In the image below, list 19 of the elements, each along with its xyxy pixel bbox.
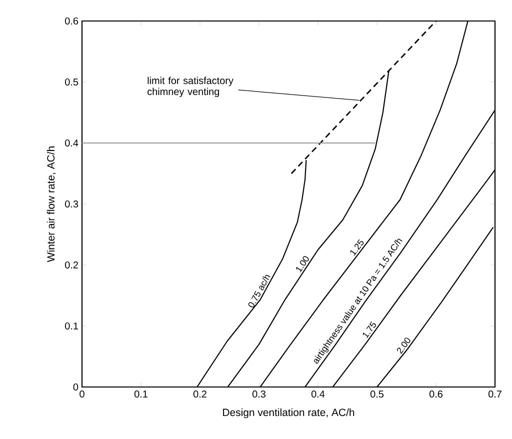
x-tick-label: 0.5 — [370, 390, 384, 398]
annotation: limit for satisfactory chimney venting — [148, 76, 234, 98]
x-tick-label: 0.7 — [488, 390, 502, 398]
x-tick-label: 0.6 — [429, 390, 442, 398]
y-tick-label: 0.3 — [65, 200, 78, 208]
x-axis-title: Design ventilation rate, AC/h — [223, 408, 354, 418]
y-tick-label: 0.5 — [65, 78, 78, 86]
x-tick-label: 0 — [80, 390, 84, 398]
x-tick-label: 0.1 — [134, 390, 148, 398]
x-tick-label: 0.3 — [252, 390, 266, 398]
y-axis-title: Winter air flow rate, AC/h — [46, 146, 56, 262]
y-tick-label: 0.1 — [65, 322, 78, 330]
y-tick-label: 0 — [73, 383, 78, 391]
x-tick-label: 0.4 — [311, 390, 325, 398]
x-tick-label: 0.2 — [193, 390, 206, 398]
text: 0.75 ac/h — [248, 274, 270, 308]
y-tick-label: 0.2 — [65, 261, 78, 269]
y-tick-label: 0.6 — [65, 17, 78, 25]
y-tick-label: 0.4 — [65, 139, 78, 147]
